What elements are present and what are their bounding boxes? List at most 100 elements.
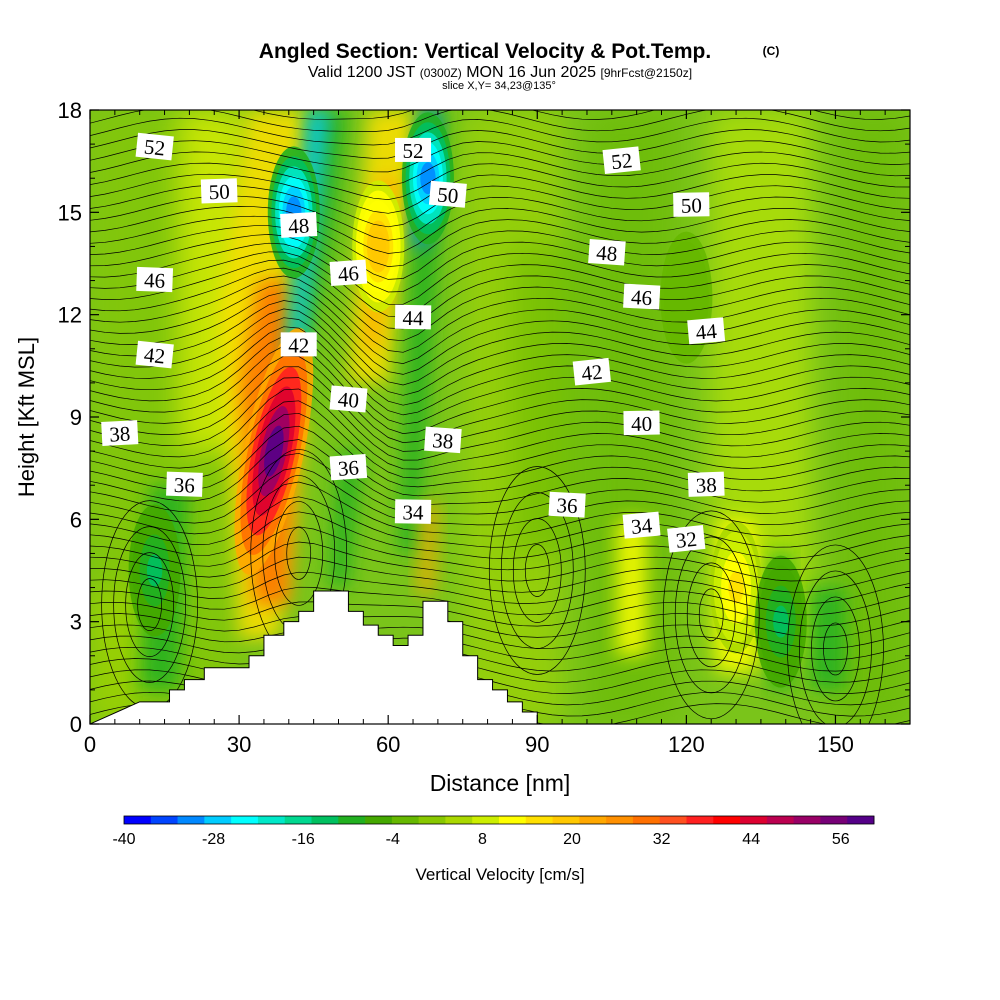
colorbar-swatch (284, 816, 312, 824)
colorbar-swatch (499, 816, 527, 824)
theta-label-box (280, 212, 318, 238)
colorbar-swatch (338, 816, 366, 824)
theta-label-text: 46 (144, 268, 166, 293)
theta-contour-lobe (137, 578, 162, 631)
slice-info: slice X,Y= 34,23@135° (442, 80, 556, 92)
theta-contour-lobe (662, 510, 760, 720)
theta-contour (90, 511, 910, 559)
theta-label: 36 (548, 491, 586, 518)
theta-label-box (602, 146, 641, 174)
theta-label: 36 (329, 453, 368, 481)
theta-contour (90, 345, 910, 434)
colorbar-swatch (579, 816, 607, 824)
theta-contour (90, 225, 910, 280)
theta-contour-lobe (286, 527, 312, 580)
theta-contour (90, 206, 910, 254)
theta-label-text: 42 (580, 360, 603, 386)
theta-contour-lobe (500, 492, 574, 649)
theta-contour (90, 425, 910, 497)
colorbar-label: Vertical Velocity [cm/s] (415, 865, 584, 884)
theta-contour (90, 526, 910, 571)
theta-label: 48 (280, 212, 318, 239)
theta-label-text: 48 (288, 213, 310, 238)
plot-area: 32 34 34 36 36 36 38 38 38 40 40 42 42 42 44 44 46 46 46 48… (90, 110, 910, 724)
theta-label-text: 48 (596, 241, 619, 266)
velocity-feature (352, 180, 405, 313)
theta-label-box (329, 453, 368, 481)
x-tick-label: 120 (668, 732, 705, 757)
y-tick-label: 12 (58, 303, 82, 328)
colorbar-swatch (124, 816, 152, 824)
theta-contour (90, 283, 910, 364)
theta-label-box (673, 192, 710, 217)
theta-label: 38 (687, 471, 725, 498)
theta-label: 50 (428, 180, 467, 208)
colorbar-swatch (204, 816, 232, 824)
theta-label-box (280, 332, 317, 357)
theta-contour (90, 624, 910, 649)
x-tick-label: 60 (376, 732, 400, 757)
theta-contour (90, 162, 910, 200)
theta-contour (90, 308, 910, 396)
colorbar-swatch (766, 816, 795, 824)
theta-label-box (572, 357, 611, 386)
colorbar-tick-label: 8 (478, 831, 487, 848)
colorbar-frame (123, 815, 875, 825)
colorbar-tick-label: -4 (386, 831, 400, 848)
colorbar-swatch (820, 816, 848, 824)
theta-contour (90, 242, 910, 305)
theta-label-box (395, 137, 432, 162)
theta-contour (90, 496, 910, 548)
theta-contour (90, 366, 910, 452)
theta-label-text: 34 (402, 500, 424, 524)
theta-contour-lobe (125, 552, 174, 657)
theta-label: 46 (329, 259, 368, 286)
theta-label: 42 (135, 340, 174, 369)
theta-label-text: 40 (337, 387, 360, 413)
theta-label: 50 (200, 178, 238, 205)
theta-label: 36 (166, 471, 203, 498)
colorbar-tick-label: 56 (832, 831, 850, 848)
theta-contour-lobe (787, 544, 884, 724)
theta-label-text: 40 (631, 412, 652, 436)
colorbar-swatch (445, 816, 473, 824)
theta-label: 32 (667, 524, 706, 553)
theta-label: 42 (280, 332, 317, 357)
theta-contour (90, 267, 910, 342)
theta-label-text: 50 (208, 180, 230, 205)
theta-label-box (166, 471, 203, 497)
colorbar-swatch (177, 816, 205, 824)
theta-contour (90, 467, 910, 526)
theta-label-text: 46 (337, 261, 360, 286)
theta-contour (90, 541, 910, 582)
colorbar-tick-label: 44 (742, 831, 760, 848)
theta-contour-lobe (686, 562, 736, 668)
velocity-contour-level (146, 554, 163, 587)
theta-contour (90, 635, 910, 661)
theta-label: 38 (424, 426, 462, 454)
x-tick-label: 90 (525, 732, 549, 757)
colorbar-tick-label: 20 (563, 831, 581, 848)
theta-contour (90, 234, 910, 293)
velocity-contour-level (728, 571, 744, 604)
theta-contour (90, 613, 910, 638)
y-axis-label: Height [Kft MSL] (14, 337, 39, 497)
theta-contour (90, 400, 910, 479)
colorbar-swatch (472, 816, 500, 824)
velocity-band (328, 451, 364, 588)
velocity-region (835, 110, 910, 724)
theta-label-box (548, 491, 586, 518)
theta-label-text: 50 (436, 182, 459, 208)
theta-label-box (329, 259, 368, 286)
velocity-region (90, 587, 140, 724)
theta-contour-lines (90, 110, 910, 724)
theta-contour-lobe (698, 588, 724, 642)
colorbar-swatch (686, 816, 714, 824)
theta-label-text: 46 (631, 285, 653, 310)
theta-contour (90, 452, 910, 515)
y-tick-label: 9 (70, 405, 82, 430)
theta-label: 34 (622, 511, 661, 539)
colorbar-swatch (740, 816, 768, 824)
